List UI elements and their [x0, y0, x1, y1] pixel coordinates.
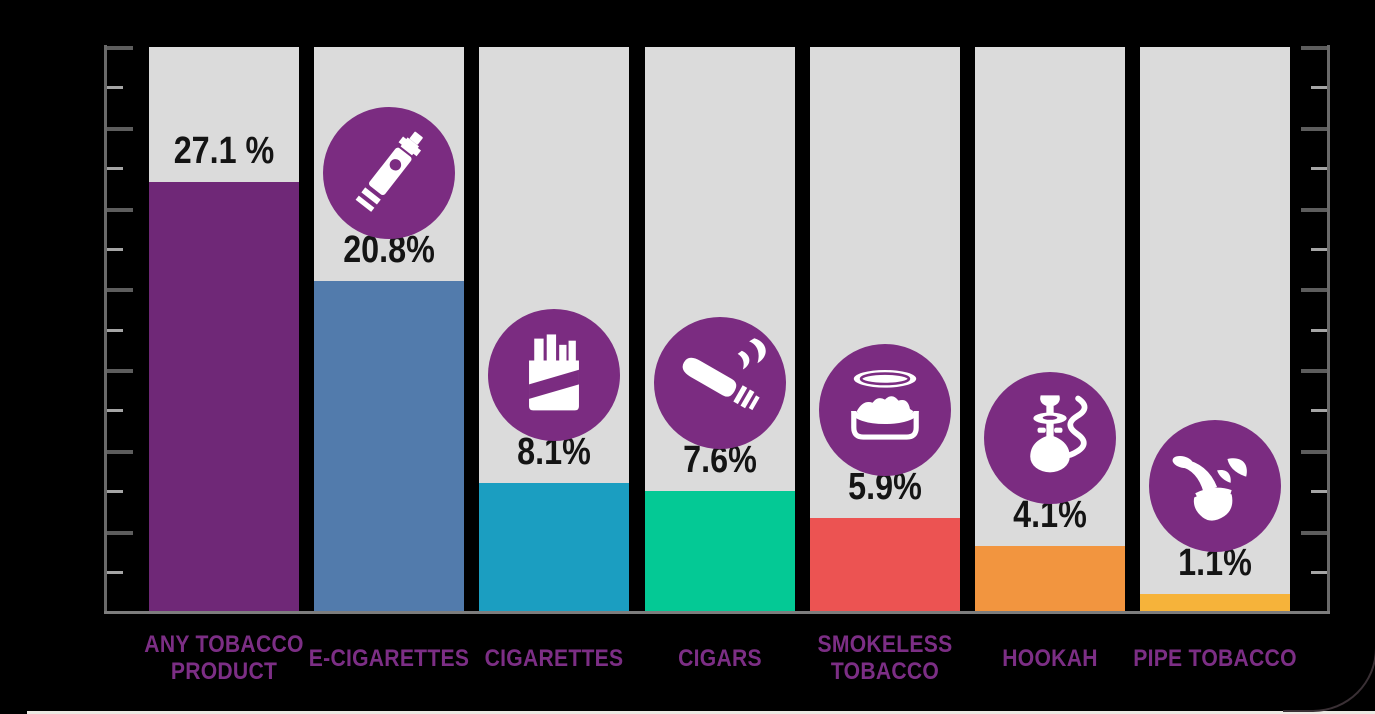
axis-tick-minor [1311, 490, 1327, 493]
bar [1140, 594, 1290, 611]
axis-tick-major [1301, 127, 1327, 131]
icon-circle [1149, 420, 1281, 552]
category-label: HOOKAH [953, 631, 1147, 685]
axis-tick-minor [1311, 86, 1327, 89]
cigarette-pack-icon [529, 334, 579, 411]
icon-circle [654, 317, 786, 449]
icon-circle [323, 107, 455, 239]
axis-tick-major [1301, 46, 1327, 50]
axis-tick-minor [107, 490, 123, 493]
category-label-line: E-CIGARETTES [308, 644, 470, 672]
axis-tick-minor [107, 248, 123, 251]
category-label: SMOKELESS TOBACCO [788, 631, 982, 685]
category-label-line: PIPE TOBACCO [1133, 644, 1297, 672]
axis-tick-major [107, 46, 133, 50]
axis-tick-minor [107, 167, 123, 170]
category-label-line: ANY TOBACCO [144, 631, 304, 658]
category-label: ANY TOBACCO PRODUCT [127, 631, 321, 685]
category-label-line: SMOKELESS [817, 631, 953, 658]
e-cigarette-icon [355, 131, 423, 212]
axis-tick-major [1301, 531, 1327, 535]
hookah-icon [1030, 395, 1088, 473]
category-label: E-CIGARETTES [292, 631, 486, 685]
icon-circle [819, 344, 951, 476]
value-label: 27.1 % [173, 130, 275, 172]
bar [645, 491, 795, 611]
axis-tick-minor [1311, 167, 1327, 170]
smokeless-tobacco-tin-icon [851, 369, 919, 440]
axis-tick-minor [107, 571, 123, 574]
column-bg [975, 47, 1125, 611]
axis-tick-major [107, 208, 133, 212]
card-bottom-edge [27, 711, 1375, 714]
axis-tick-major [1301, 369, 1327, 373]
axis-tick-major [1301, 288, 1327, 292]
category-label-line: TOBACCO [830, 658, 940, 685]
bar [479, 483, 629, 611]
bar [149, 182, 299, 611]
axis-tick-minor [107, 329, 123, 332]
axis-tick-major [107, 531, 133, 535]
category-label-line: PRODUCT [170, 658, 278, 685]
axis-tick-minor [1311, 329, 1327, 332]
category-label: CIGARETTES [457, 631, 651, 685]
category-label: PIPE TOBACCO [1118, 631, 1312, 685]
y-axis-left [104, 45, 107, 614]
axis-tick-major [1301, 450, 1327, 454]
category-label-line: CIGARETTES [484, 644, 624, 672]
axis-tick-minor [107, 86, 123, 89]
axis-tick-major [107, 450, 133, 454]
axis-tick-major [1301, 208, 1327, 212]
axis-tick-minor [1311, 571, 1327, 574]
axis-tick-minor [1311, 409, 1327, 412]
bar [975, 546, 1125, 611]
bar [810, 518, 960, 611]
icon-circle [488, 309, 620, 441]
x-axis-baseline [104, 611, 1330, 614]
pipe-icon [1172, 455, 1247, 521]
column-bg [810, 47, 960, 611]
category-label-line: CIGARS [678, 644, 762, 672]
axis-tick-minor [107, 409, 123, 412]
cigar-icon [682, 338, 766, 411]
category-label: CIGARS [623, 631, 817, 685]
axis-tick-major [107, 288, 133, 292]
icon-circle [984, 372, 1116, 504]
axis-tick-major [107, 127, 133, 131]
axis-tick-minor [1311, 248, 1327, 251]
y-axis-right [1327, 45, 1330, 614]
bar [314, 281, 464, 611]
axis-tick-major [107, 369, 133, 373]
category-label-line: HOOKAH [1002, 644, 1098, 672]
card-corner-arc [1283, 608, 1375, 712]
